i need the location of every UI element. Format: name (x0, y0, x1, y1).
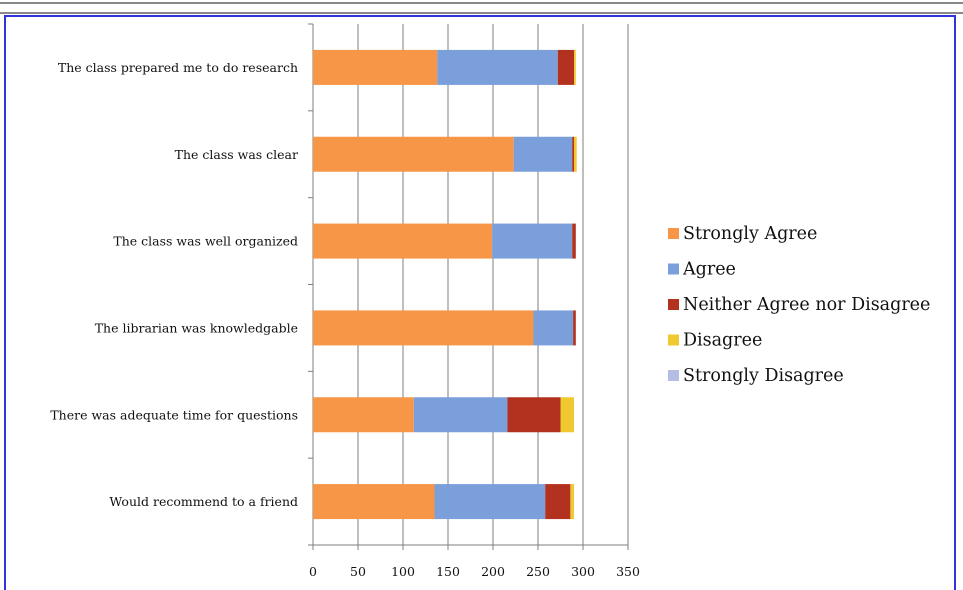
legend-swatch-strongly-disagree (668, 370, 679, 381)
bar-disagree-1 (574, 136, 577, 172)
x-tick-label-200: 200 (481, 564, 505, 579)
category-label-the-class-prepared-me-to-do-research: The class prepared me to do research (58, 60, 298, 75)
legend-label-disagree: Disagree (683, 331, 762, 351)
bar-neither-agree-nor-disagree-3 (573, 310, 576, 346)
figure-frame (4, 15, 956, 590)
x-tick-label-150: 150 (436, 564, 460, 579)
bar-strongly-agree-5 (313, 484, 435, 520)
bar-strongly-agree-2 (313, 223, 493, 259)
category-label-the-class-was-clear: The class was clear (175, 147, 298, 162)
bar-disagree-5 (570, 484, 574, 520)
x-tick-label-100: 100 (391, 564, 415, 579)
legend-swatch-strongly-agree (668, 228, 679, 239)
bar-agree-0 (437, 49, 558, 85)
bar-agree-1 (513, 136, 573, 172)
legend-label-neither-agree-nor-disagree: Neither Agree nor Disagree (683, 295, 930, 315)
category-label-the-librarian-was-knowledgable: The librarian was knowledgable (95, 320, 298, 335)
legend-swatch-agree (668, 263, 679, 275)
bar-agree-3 (533, 310, 574, 346)
bar-agree-5 (434, 484, 546, 520)
x-tick-label-300: 300 (571, 564, 595, 579)
legend-swatch-neither-agree-nor-disagree (668, 299, 679, 310)
legend-label-strongly-disagree: Strongly Disagree (683, 366, 844, 386)
bar-neither-agree-nor-disagree-0 (557, 49, 574, 85)
bar-disagree-4 (560, 397, 574, 433)
bar-neither-agree-nor-disagree-4 (507, 397, 561, 433)
bar-strongly-agree-3 (313, 310, 534, 346)
bar-neither-agree-nor-disagree-1 (572, 136, 574, 172)
category-label-the-class-was-well-organized: The class was well organized (113, 234, 298, 249)
x-tick-label-350: 350 (616, 564, 640, 579)
x-tick-label-50: 50 (350, 564, 366, 579)
x-tick-label-0: 0 (309, 564, 317, 579)
bar-disagree-0 (574, 49, 576, 85)
bar-strongly-agree-4 (313, 397, 414, 433)
legend-label-agree: Agree (682, 260, 736, 280)
legend-swatch-disagree (668, 334, 679, 346)
category-label-would-recommend-to-a-friend: Would recommend to a friend (109, 494, 298, 509)
bar-strongly-agree-1 (313, 136, 514, 172)
bar-agree-2 (492, 223, 573, 259)
x-tick-label-250: 250 (526, 564, 550, 579)
category-label-there-was-adequate-time-for-questions: There was adequate time for questions (50, 407, 298, 422)
bar-strongly-agree-0 (313, 49, 438, 85)
bar-neither-agree-nor-disagree-5 (545, 484, 571, 520)
bar-neither-agree-nor-disagree-2 (572, 223, 576, 259)
bar-agree-4 (413, 397, 508, 433)
legend-label-strongly-agree: Strongly Agree (683, 224, 817, 244)
